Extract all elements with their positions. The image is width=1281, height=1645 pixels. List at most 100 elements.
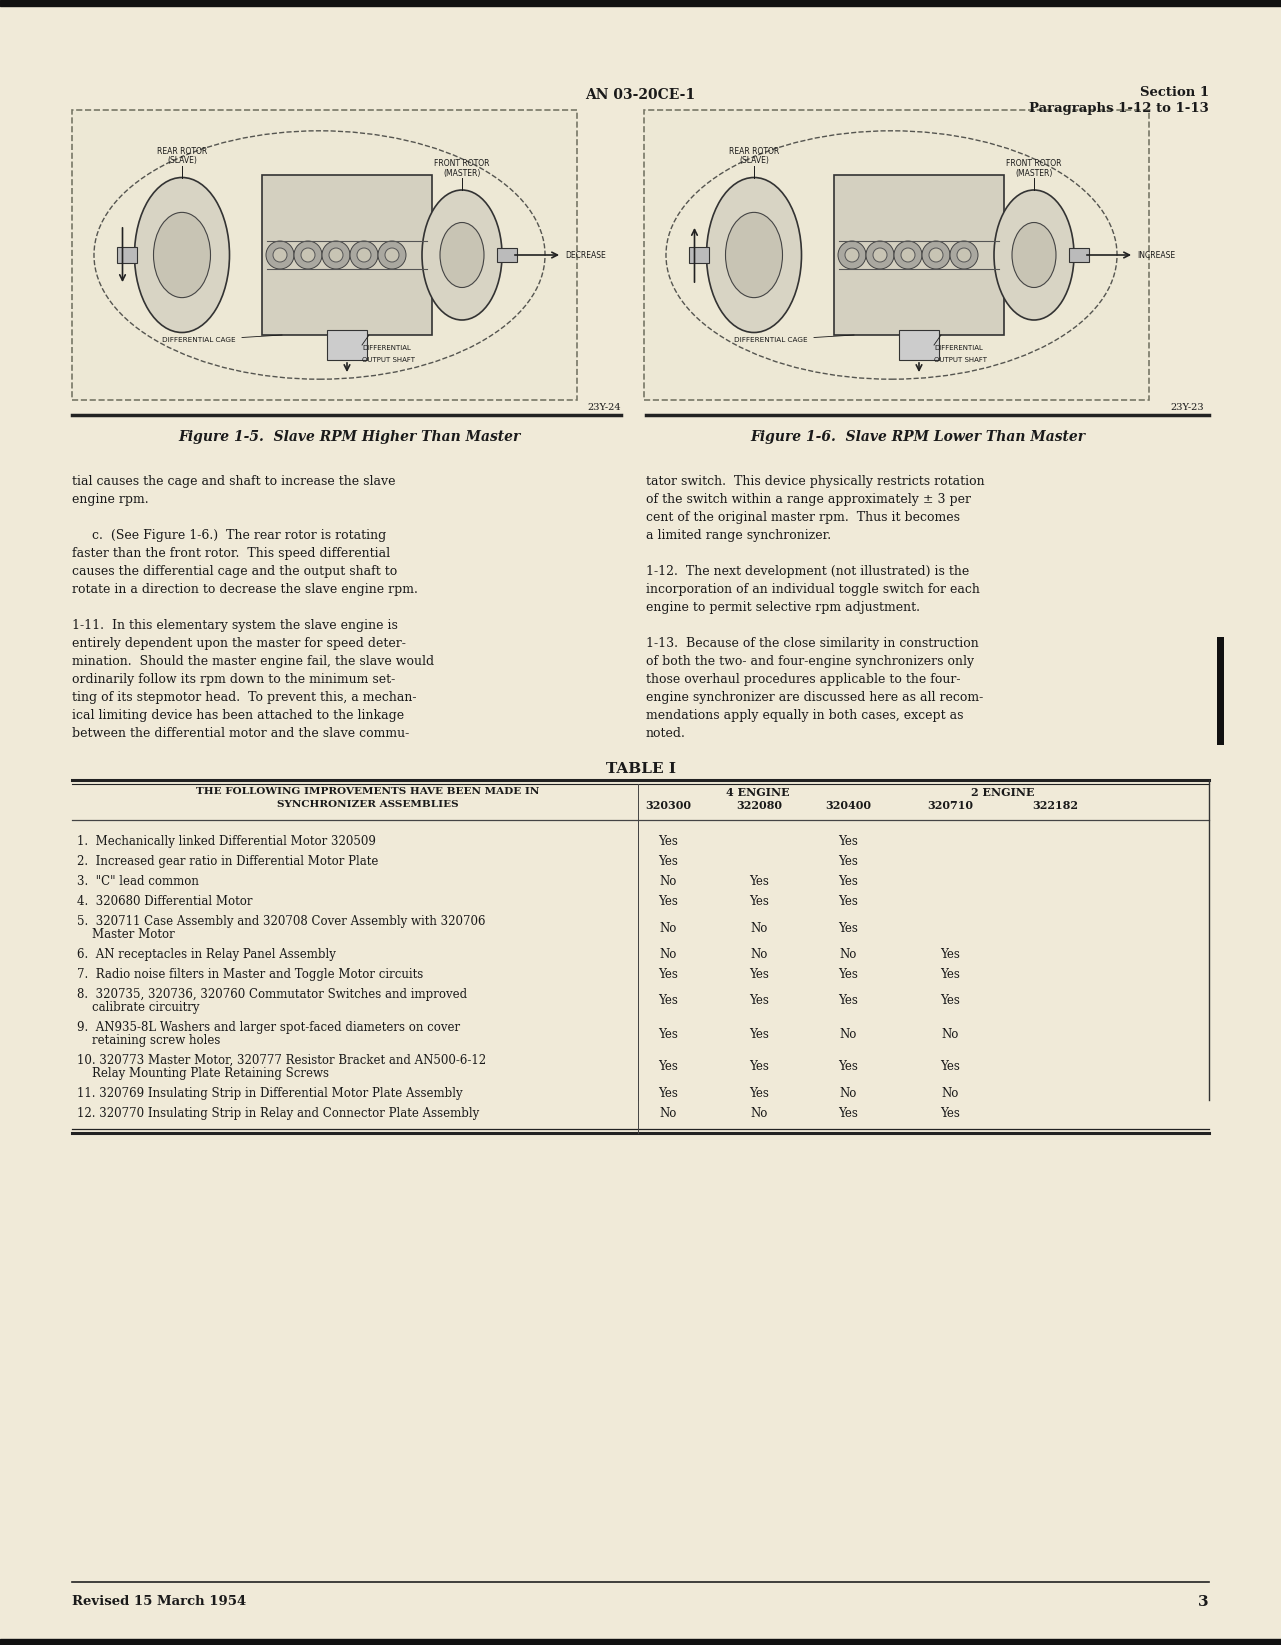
Text: No: No <box>839 1087 857 1101</box>
Text: faster than the front rotor.  This speed differential: faster than the front rotor. This speed … <box>72 548 391 559</box>
Text: engine to permit selective rpm adjustment.: engine to permit selective rpm adjustmen… <box>646 600 920 614</box>
Bar <box>834 174 1004 336</box>
Text: 9.  AN935-8L Washers and larger spot-faced diameters on cover: 9. AN935-8L Washers and larger spot-face… <box>77 1022 460 1035</box>
Circle shape <box>922 242 951 270</box>
Circle shape <box>301 248 315 262</box>
Circle shape <box>357 248 371 262</box>
Text: DECREASE: DECREASE <box>565 250 606 260</box>
Text: DIFFERENTIAL CAGE: DIFFERENTIAL CAGE <box>734 337 807 344</box>
Text: Yes: Yes <box>658 995 678 1007</box>
Text: No: No <box>660 948 676 961</box>
Text: tator switch.  This device physically restricts rotation: tator switch. This device physically res… <box>646 475 985 489</box>
Circle shape <box>273 248 287 262</box>
Text: Yes: Yes <box>940 995 959 1007</box>
Text: (SLAVE): (SLAVE) <box>167 156 197 166</box>
Circle shape <box>378 242 406 270</box>
Text: Yes: Yes <box>658 1028 678 1041</box>
Text: 12. 320770 Insulating Strip in Relay and Connector Plate Assembly: 12. 320770 Insulating Strip in Relay and… <box>77 1107 479 1120</box>
Text: 2.  Increased gear ratio in Differential Motor Plate: 2. Increased gear ratio in Differential … <box>77 855 378 869</box>
Circle shape <box>901 248 915 262</box>
Text: rotate in a direction to decrease the slave engine rpm.: rotate in a direction to decrease the sl… <box>72 582 418 595</box>
Text: No: No <box>839 1028 857 1041</box>
Text: a limited range synchronizer.: a limited range synchronizer. <box>646 530 831 541</box>
Text: 1-12.  The next development (not illustrated) is the: 1-12. The next development (not illustra… <box>646 564 970 577</box>
Circle shape <box>0 268 49 322</box>
Text: ordinarily follow its rpm down to the minimum set-: ordinarily follow its rpm down to the mi… <box>72 673 396 686</box>
Text: Yes: Yes <box>940 948 959 961</box>
Bar <box>117 247 137 263</box>
Text: 320300: 320300 <box>646 799 690 811</box>
Text: OUTPUT SHAFT: OUTPUT SHAFT <box>934 357 986 364</box>
Text: Yes: Yes <box>838 921 858 934</box>
Text: Yes: Yes <box>838 1107 858 1120</box>
Circle shape <box>957 248 971 262</box>
Text: 10. 320773 Master Motor, 320777 Resistor Bracket and AN500-6-12: 10. 320773 Master Motor, 320777 Resistor… <box>77 1054 485 1068</box>
Text: Yes: Yes <box>749 875 769 888</box>
Circle shape <box>386 248 398 262</box>
Text: Yes: Yes <box>838 875 858 888</box>
Text: Yes: Yes <box>838 895 858 908</box>
Text: Yes: Yes <box>749 1061 769 1074</box>
Text: Paragraphs 1-12 to 1-13: Paragraphs 1-12 to 1-13 <box>1029 102 1209 115</box>
Text: 1-11.  In this elementary system the slave engine is: 1-11. In this elementary system the slav… <box>72 619 398 632</box>
Text: No: No <box>660 921 676 934</box>
Text: engine rpm.: engine rpm. <box>72 494 149 507</box>
Text: ting of its stepmotor head.  To prevent this, a mechan-: ting of its stepmotor head. To prevent t… <box>72 691 416 704</box>
Text: Yes: Yes <box>658 1087 678 1101</box>
Text: of both the two- and four-engine synchronizers only: of both the two- and four-engine synchro… <box>646 655 974 668</box>
Ellipse shape <box>154 212 210 298</box>
Text: incorporation of an individual toggle switch for each: incorporation of an individual toggle sw… <box>646 582 980 595</box>
Circle shape <box>894 242 922 270</box>
Text: THE FOLLOWING IMPROVEMENTS HAVE BEEN MADE IN: THE FOLLOWING IMPROVEMENTS HAVE BEEN MAD… <box>196 786 539 796</box>
Text: 322182: 322182 <box>1032 799 1079 811</box>
Ellipse shape <box>421 191 502 321</box>
Bar <box>263 174 432 336</box>
Text: 23Y-23: 23Y-23 <box>1171 403 1204 411</box>
Text: 5.  320711 Case Assembly and 320708 Cover Assembly with 320706: 5. 320711 Case Assembly and 320708 Cover… <box>77 915 485 928</box>
Text: 6.  AN receptacles in Relay Panel Assembly: 6. AN receptacles in Relay Panel Assembl… <box>77 948 336 961</box>
Text: 7.  Radio noise filters in Master and Toggle Motor circuits: 7. Radio noise filters in Master and Tog… <box>77 967 423 980</box>
Text: Yes: Yes <box>658 895 678 908</box>
Text: Yes: Yes <box>838 836 858 849</box>
Text: Yes: Yes <box>658 1061 678 1074</box>
Text: c.  (See Figure 1-6.)  The rear rotor is rotating: c. (See Figure 1-6.) The rear rotor is r… <box>72 530 387 541</box>
Text: Yes: Yes <box>658 855 678 869</box>
Text: those overhaul procedures applicable to the four-: those overhaul procedures applicable to … <box>646 673 961 686</box>
Text: Figure 1-5.  Slave RPM Higher Than Master: Figure 1-5. Slave RPM Higher Than Master <box>178 429 520 444</box>
Text: ical limiting device has been attached to the linkage: ical limiting device has been attached t… <box>72 709 404 722</box>
Text: DIFFERENTIAL CAGE: DIFFERENTIAL CAGE <box>161 337 236 344</box>
Text: No: No <box>751 948 767 961</box>
Bar <box>327 331 366 360</box>
Ellipse shape <box>994 191 1073 321</box>
Text: 3: 3 <box>1198 1596 1209 1609</box>
Text: FRONT ROTOR: FRONT ROTOR <box>1007 160 1062 168</box>
Text: 11. 320769 Insulating Strip in Differential Motor Plate Assembly: 11. 320769 Insulating Strip in Different… <box>77 1087 462 1101</box>
Bar <box>899 331 939 360</box>
Text: No: No <box>751 921 767 934</box>
Text: (MASTER): (MASTER) <box>443 169 480 178</box>
Text: DIFFERENTIAL: DIFFERENTIAL <box>934 345 983 350</box>
Text: 4 ENGINE: 4 ENGINE <box>726 786 790 798</box>
Text: Yes: Yes <box>749 1028 769 1041</box>
Text: Yes: Yes <box>749 895 769 908</box>
Circle shape <box>872 248 886 262</box>
Ellipse shape <box>725 212 783 298</box>
Text: Yes: Yes <box>838 967 858 980</box>
Text: Master Motor: Master Motor <box>77 928 174 941</box>
Circle shape <box>0 1342 49 1397</box>
Text: noted.: noted. <box>646 727 685 740</box>
Text: 320400: 320400 <box>825 799 871 811</box>
Bar <box>0 0 1281 7</box>
Text: 8.  320735, 320736, 320760 Commutator Switches and improved: 8. 320735, 320736, 320760 Commutator Swi… <box>77 989 468 1002</box>
Text: 322080: 322080 <box>737 799 781 811</box>
Text: Yes: Yes <box>658 967 678 980</box>
Circle shape <box>322 242 350 270</box>
Text: tial causes the cage and shaft to increase the slave: tial causes the cage and shaft to increa… <box>72 475 396 489</box>
Text: No: No <box>660 1107 676 1120</box>
Text: Yes: Yes <box>749 995 769 1007</box>
Text: Yes: Yes <box>838 1061 858 1074</box>
Text: No: No <box>942 1087 958 1101</box>
Circle shape <box>845 248 860 262</box>
Bar <box>72 110 576 400</box>
Bar <box>0 1638 1281 1645</box>
